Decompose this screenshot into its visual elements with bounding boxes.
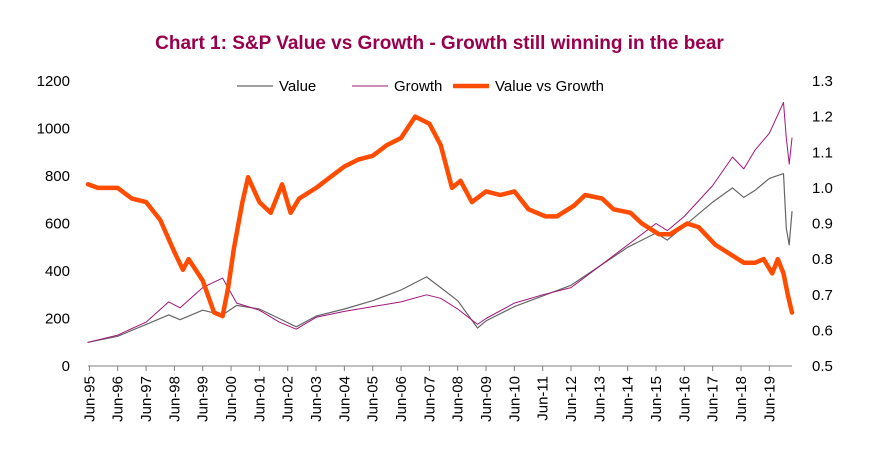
series-line-0 <box>87 173 793 343</box>
y-left-tick-label: 400 <box>45 263 70 280</box>
x-tick-label: Jun-99 <box>195 376 212 422</box>
x-tick-label: Jun-19 <box>761 376 778 422</box>
x-tick-label: Jun-13 <box>591 376 608 422</box>
y-left-tick-label: 200 <box>45 311 70 328</box>
x-tick-label: Jun-98 <box>166 376 183 422</box>
chart-title: Chart 1: S&P Value vs Growth - Growth st… <box>155 33 724 54</box>
x-tick-label: Jun-17 <box>705 376 722 422</box>
x-tick-label: Jun-96 <box>110 376 127 422</box>
x-tick-label: Jun-14 <box>620 376 637 422</box>
x-tick-label: Jun-00 <box>223 376 240 422</box>
legend-label-0: Value <box>279 78 316 95</box>
x-tick-label: Jun-07 <box>421 376 438 422</box>
y-right-tick-label: 0.6 <box>812 322 833 339</box>
legend-label-2: Value vs Growth <box>495 78 604 95</box>
x-tick-label: Jun-97 <box>138 376 155 422</box>
x-tick-label: Jun-12 <box>563 376 580 422</box>
legend-label-1: Growth <box>394 78 442 95</box>
y-right-tick-label: 1.2 <box>812 109 833 126</box>
x-tick-label: Jun-03 <box>308 376 325 422</box>
x-tick-label: Jun-06 <box>393 376 410 422</box>
y-left-tick-label: 1000 <box>37 121 70 138</box>
series-group <box>85 101 795 343</box>
x-tick-label: Jun-11 <box>535 376 552 421</box>
y-right-tick-label: 1.3 <box>812 73 833 90</box>
y-left-tick-label: 800 <box>45 168 70 185</box>
x-tick-label: Jun-09 <box>478 376 495 422</box>
x-tick-label: Jun-05 <box>365 376 382 422</box>
x-tick-label: Jun-01 <box>251 376 268 422</box>
ticks-group: Jun-95 Jun-96 Jun-97 Jun-98 Jun-99 Jun-00 Jun-… <box>37 73 833 422</box>
x-tick-label: Jun-18 <box>733 376 750 422</box>
y-right-tick-label: 1.1 <box>812 144 833 161</box>
x-tick-label: Jun-15 <box>648 376 665 422</box>
y-right-tick-label: 0.5 <box>812 358 833 375</box>
y-right-tick-label: 0.9 <box>812 216 833 233</box>
y-left-tick-label: 1200 <box>37 73 70 90</box>
series-line-1 <box>87 101 793 343</box>
y-left-tick-label: 0 <box>62 358 70 375</box>
y-left-tick-label: 600 <box>45 216 70 233</box>
legend: Value Growth Value vs Growth <box>237 78 604 95</box>
axes-group <box>88 365 792 371</box>
x-tick-label: Jun-02 <box>280 376 297 422</box>
x-tick-label: Jun-08 <box>450 376 467 422</box>
x-tick-label: Jun-10 <box>506 376 523 422</box>
y-right-tick-label: 0.8 <box>812 251 833 268</box>
x-tick-label: Jun-04 <box>336 376 353 422</box>
y-right-tick-label: 1.0 <box>812 180 833 197</box>
x-tick-label: Jun-95 <box>81 376 98 422</box>
y-right-tick-label: 0.7 <box>812 287 833 304</box>
series-line-2 <box>85 114 795 319</box>
x-tick-label: Jun-16 <box>676 376 693 422</box>
